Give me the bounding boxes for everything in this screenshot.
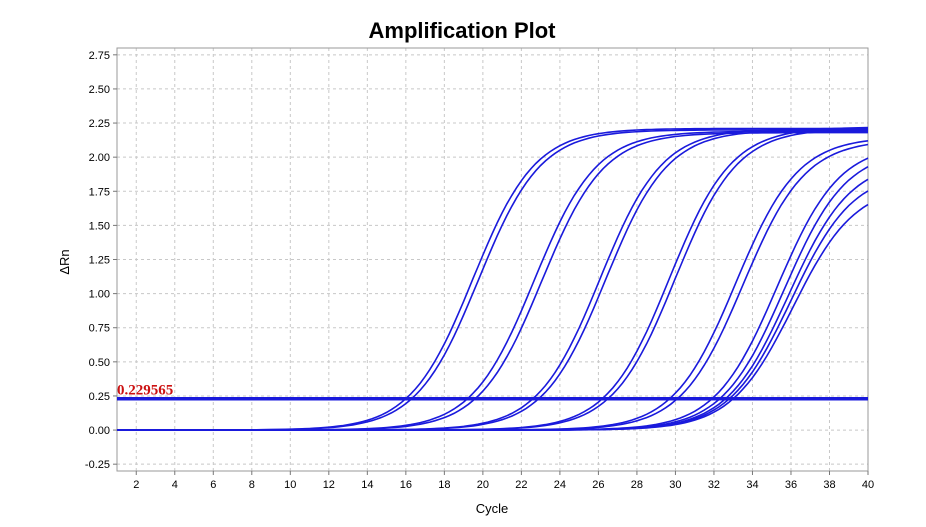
y-axis-ticks: -0.25 0.00 0.25 0.50 0.75 1.00 1.25 1.50 1.75 2.0…	[85, 50, 117, 471]
amplification-curve-2	[117, 129, 868, 431]
y-tick-label: 0.50	[89, 357, 110, 369]
y-tick-label: 2.75	[89, 50, 110, 62]
y-tick-label: 2.50	[89, 84, 110, 96]
gridlines	[117, 48, 869, 471]
y-tick-label: 1.75	[89, 186, 110, 198]
x-tick-label: 40	[862, 479, 874, 491]
x-tick-label: 28	[631, 479, 643, 491]
x-tick-label: 38	[823, 479, 835, 491]
amplification-curve-9	[117, 140, 869, 431]
x-tick-label: 4	[172, 479, 178, 491]
x-tick-label: 20	[477, 479, 489, 491]
amplification-curve-4	[117, 131, 868, 431]
amplification-curve-13	[117, 178, 869, 431]
x-axis-ticks: 2 4 6 8 10 12 14 16 18 20 22 24 26 28 30 32 34 36 38 40	[133, 471, 874, 491]
y-tick-label: 1.00	[89, 289, 110, 301]
amplification-curve-8	[117, 128, 869, 431]
amplification-curve-12	[117, 166, 869, 431]
x-tick-label: 12	[323, 479, 335, 491]
x-axis-label: Cycle	[476, 501, 509, 516]
x-tick-label: 16	[400, 479, 412, 491]
x-tick-label: 34	[746, 479, 758, 491]
y-tick-label: 1.50	[89, 220, 110, 232]
x-tick-label: 30	[669, 479, 681, 491]
amplification-curves	[117, 126, 869, 431]
y-tick-label: 0.25	[89, 391, 110, 403]
amplification-curve-15	[117, 203, 869, 431]
y-tick-label: 0.00	[89, 425, 110, 437]
x-tick-label: 24	[554, 479, 566, 491]
x-tick-label: 18	[438, 479, 450, 491]
threshold-label: 0.229565	[117, 383, 173, 399]
x-tick-label: 14	[361, 479, 373, 491]
amplification-curve-3	[117, 130, 868, 431]
x-tick-label: 26	[592, 479, 604, 491]
amplification-curve-10	[117, 143, 869, 431]
amplification-curve-6	[117, 129, 868, 431]
y-tick-label: 2.25	[89, 118, 110, 130]
amplification-curve-7	[117, 126, 869, 431]
x-tick-label: 36	[785, 479, 797, 491]
y-tick-label: 1.25	[89, 255, 110, 267]
amplification-curve-1	[117, 127, 868, 431]
chart-title: Amplification Plot	[369, 18, 557, 43]
y-axis-label: ΔRn	[57, 249, 72, 274]
x-tick-label: 10	[284, 479, 296, 491]
x-tick-label: 22	[515, 479, 527, 491]
x-tick-label: 6	[210, 479, 216, 491]
y-tick-label: -0.25	[85, 459, 110, 471]
amplification-curve-5	[117, 127, 868, 431]
amplification-curve-14	[117, 190, 869, 431]
y-tick-label: 2.00	[89, 152, 110, 164]
x-tick-label: 32	[708, 479, 720, 491]
x-tick-label: 2	[133, 479, 139, 491]
y-tick-label: 0.75	[89, 323, 110, 335]
x-tick-label: 8	[249, 479, 255, 491]
